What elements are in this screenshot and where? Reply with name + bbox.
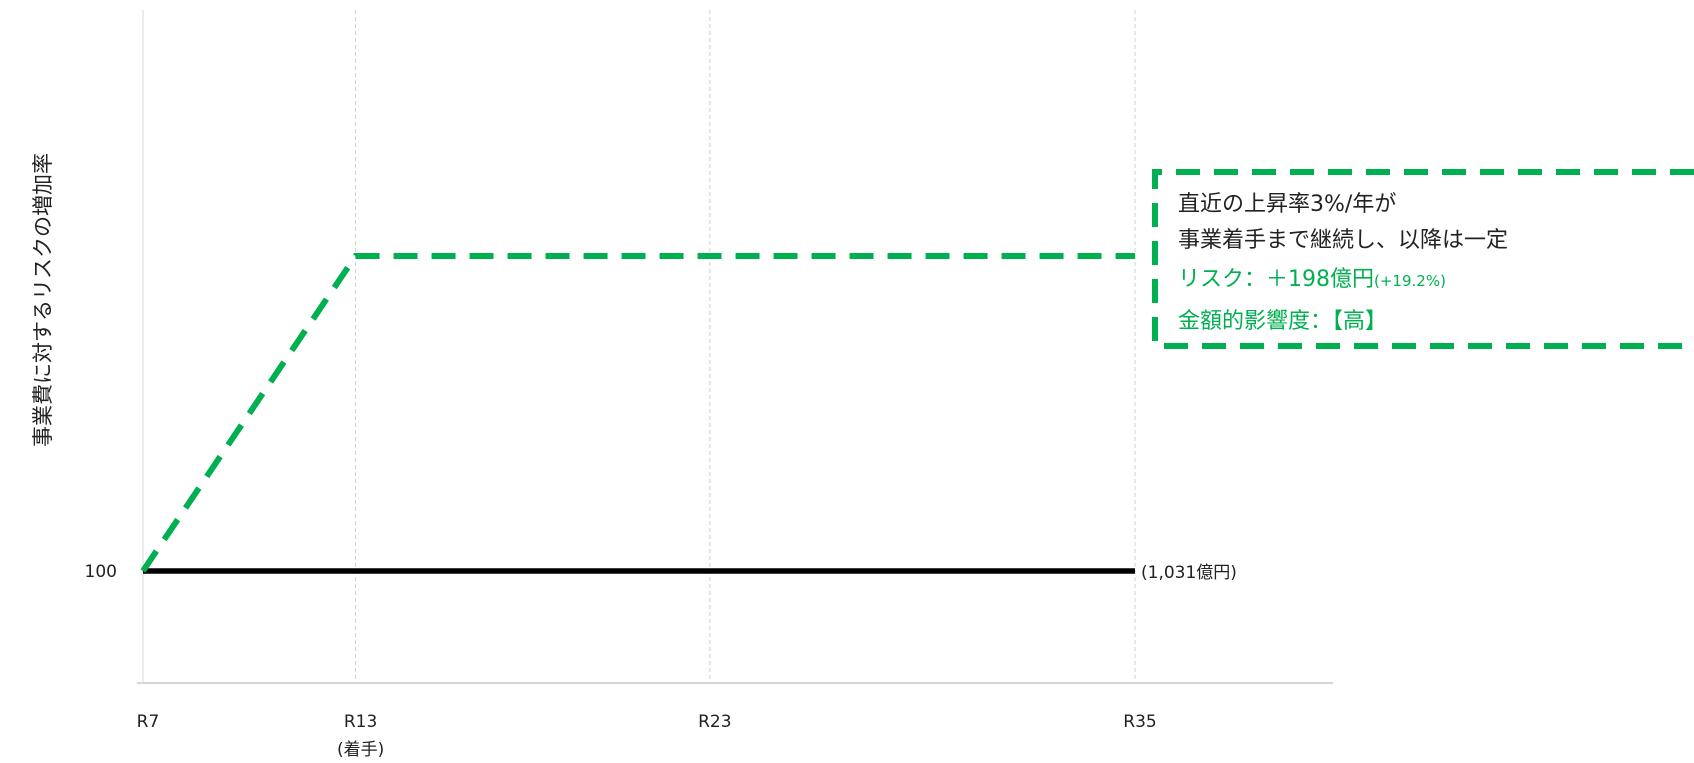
annotation-line: 金額的影響度：【高】 — [1178, 309, 1387, 334]
x-tick-label: R23 — [698, 712, 731, 732]
annotation-box — [1152, 169, 1694, 349]
series-end-label: (1,031億円) — [1141, 563, 1237, 583]
x-tick-label: R7 — [137, 712, 160, 732]
x-tick-label: R35 — [1123, 712, 1156, 732]
annotation-line: 事業着手まで継続し、以降は一定 — [1178, 228, 1508, 253]
x-tick-label: R13 — [344, 712, 377, 732]
annotation-percentage: (+19.2%) — [1374, 272, 1446, 290]
risk-series-line — [140, 253, 1135, 573]
annotation-line: リスク：＋198億円(+19.2%) — [1178, 267, 1446, 292]
annotation-line: 直近の上昇率3%/年が — [1178, 192, 1396, 217]
y-tick-label: 100 — [85, 562, 117, 582]
x-tick-sublabel: (着手) — [337, 740, 384, 760]
